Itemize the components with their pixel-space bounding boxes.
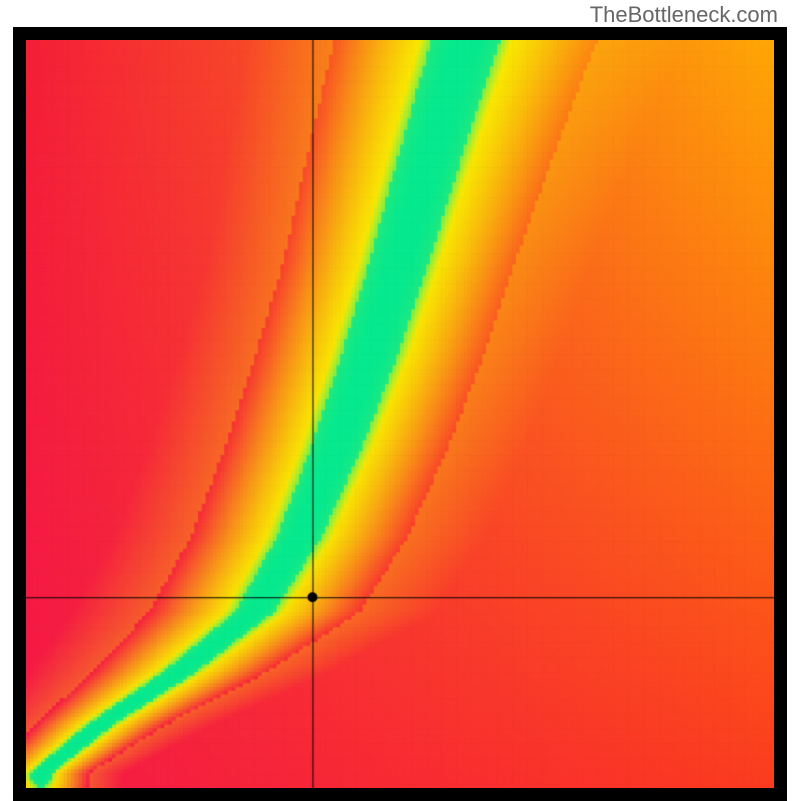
heatmap-canvas <box>26 40 774 788</box>
bottleneck-heatmap <box>26 40 774 788</box>
watermark-text: TheBottleneck.com <box>590 2 778 28</box>
plot-border <box>13 27 787 801</box>
